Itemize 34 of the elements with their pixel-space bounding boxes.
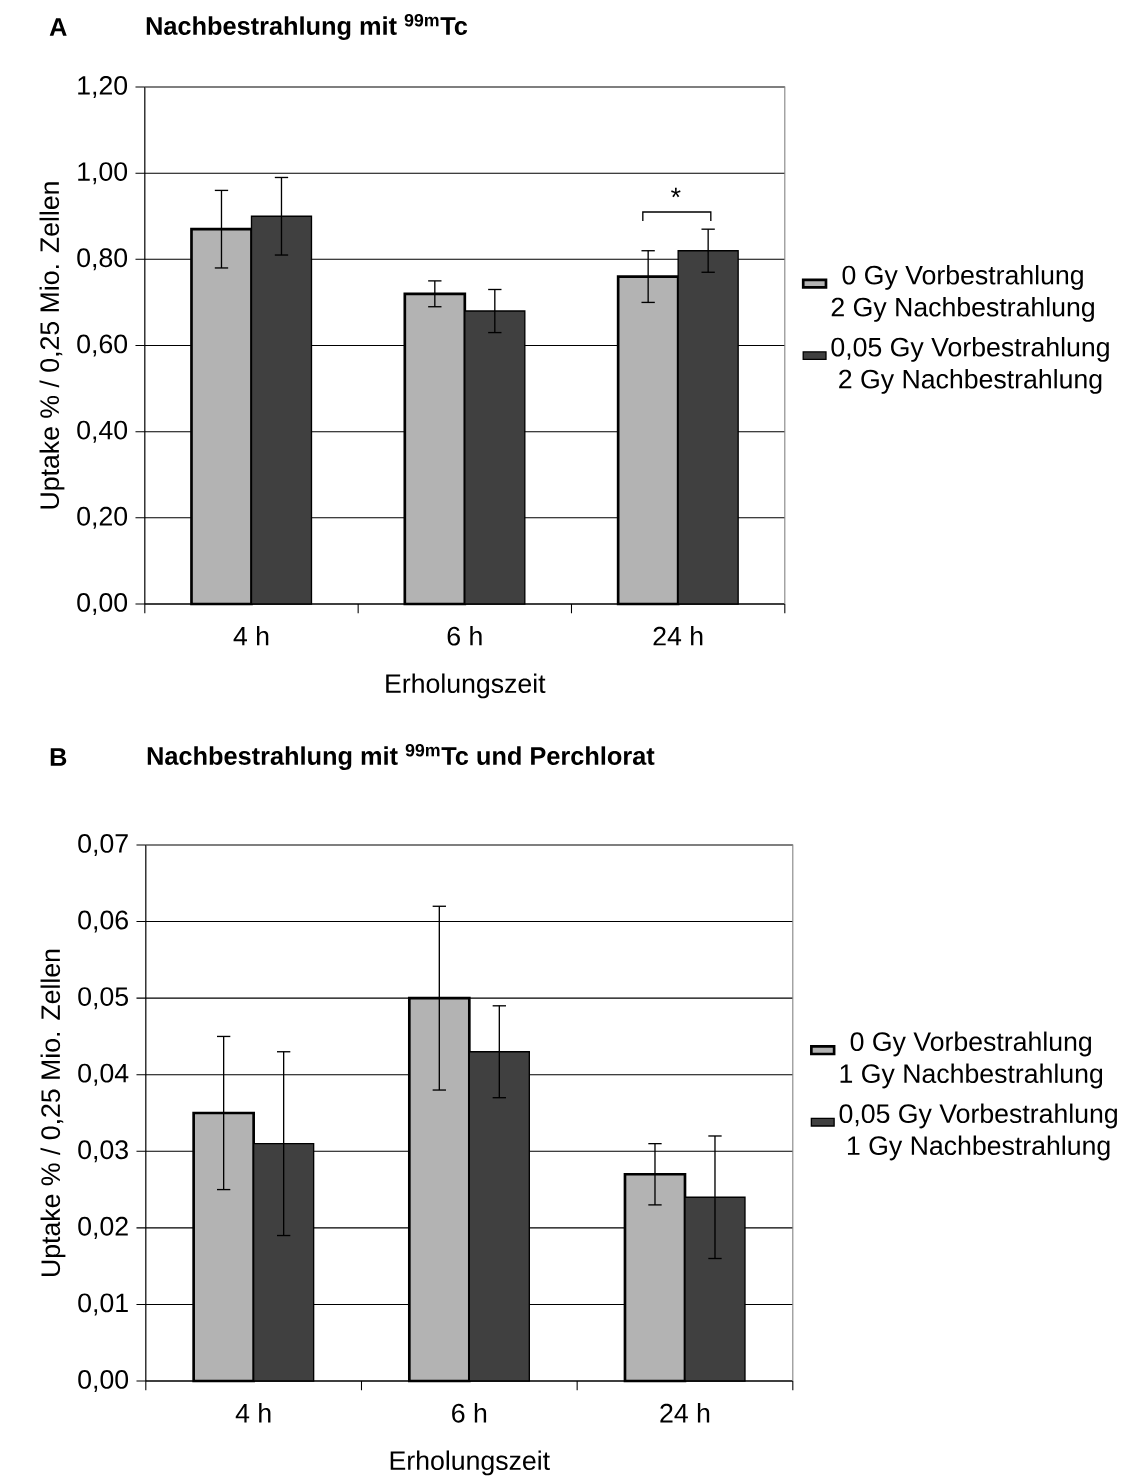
x-axis-title: Erholungszeit [390, 1450, 550, 1476]
y-tick-label: 0,00 [78, 1370, 129, 1393]
chart-title: Nachbestrahlung mit $^{99m}$Tc [146, 13, 468, 41]
text: B [50, 748, 67, 766]
legend-label: 0 Gy Vorbestrahlung 1 Gy Nachbestrahlung [840, 1031, 1103, 1089]
y-tick-label: 0,02 [78, 1216, 128, 1239]
y-tick-label: 1,00 [78, 162, 128, 185]
x-tick-label: 6 h [447, 626, 482, 646]
legend-label: 0,05 Gy Vorbestrahlung 2 Gy Nachbestrahlung [831, 336, 1109, 394]
x-tick-label: 24 h [653, 626, 703, 646]
y-tick-label: 0,01 [78, 1293, 128, 1316]
y-tick-label: 0,20 [77, 506, 128, 529]
x-tick-label: 6 h [452, 1403, 487, 1423]
annotation: * [671, 187, 681, 198]
y-tick-label: 0,07 [78, 834, 128, 857]
y-tick-label: 0,03 [78, 1140, 129, 1163]
y-axis-title: Uptake % / 0,25 Mio. Zellen [39, 182, 65, 509]
y-tick-label: 0,06 [78, 910, 129, 933]
y-tick-label: 0,00 [77, 593, 128, 616]
y-axis-title: Uptake % / 0,25 Mio. Zellen [40, 949, 66, 1276]
chart-title: Nachbestrahlung mit $^{99m}$Tc und Perchlorat [147, 743, 655, 771]
y-tick-label: 0,60 [77, 334, 128, 357]
y-tick-label: 0,04 [78, 1063, 129, 1086]
y-tick-label: 0,05 [78, 987, 129, 1010]
y-tick-label: 0,40 [77, 420, 128, 443]
x-axis-title: Erholungszeit [386, 673, 546, 699]
x-tick-label: 24 h [660, 1403, 710, 1423]
x-tick-label: 4 h [233, 626, 269, 646]
x-tick-label: 4 h [235, 1403, 271, 1423]
legend-label: 0 Gy Vorbestrahlung 2 Gy Nachbestrahlung [831, 264, 1095, 322]
y-tick-label: 1,20 [78, 76, 128, 99]
text: A [49, 18, 67, 36]
y-tick-label: 0,80 [77, 248, 128, 271]
legend-label: 0,05 Gy Vorbestrahlung 1 Gy Nachbestrahlung [839, 1103, 1118, 1161]
